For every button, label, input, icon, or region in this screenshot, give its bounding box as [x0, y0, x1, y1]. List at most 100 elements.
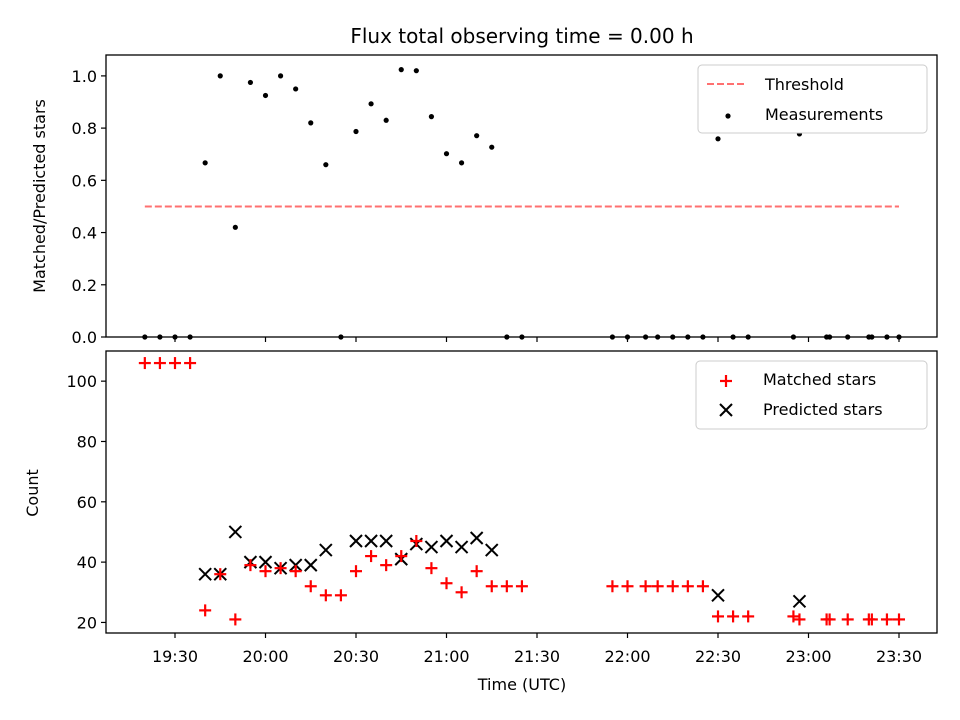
legend-predicted-swatch: [719, 403, 733, 417]
matched-point: [153, 357, 166, 370]
measurement-point: [308, 120, 314, 126]
matched-point: [425, 562, 438, 575]
matched-point: [184, 357, 197, 370]
matched-point: [440, 577, 453, 590]
bottom-x-ticks: 19:30 20:00 20:30 21:00 21:30 22:00 22:30 23:00…: [152, 633, 922, 666]
predicted-point-stroke: [304, 558, 318, 572]
matched-point: [787, 610, 800, 623]
matched-point: [365, 550, 378, 563]
measurement-point: [217, 73, 223, 79]
matched-point: [621, 580, 634, 593]
predicted-point-stroke: [711, 588, 725, 603]
legend-matched-swatch: [720, 375, 732, 387]
predicted-point: [711, 588, 725, 603]
bottom-x-tick-label: 22:00: [604, 647, 650, 666]
top-y-tick-label: 0.8: [72, 119, 97, 138]
predicted-point-stroke: [198, 567, 212, 581]
matched-point: [515, 580, 528, 593]
predicted-point: [469, 531, 484, 545]
matched-point: [485, 580, 498, 593]
legend-matched-label: Matched stars: [763, 370, 876, 389]
predicted-point: [424, 540, 439, 554]
predicted-point: [258, 555, 273, 569]
chart-title: Flux total observing time = 0.00 h: [350, 24, 693, 48]
matched-point: [606, 580, 619, 593]
predicted-point: [349, 534, 363, 548]
bottom-y-axis-label: Count: [23, 469, 42, 517]
measurement-point: [262, 92, 269, 99]
matched-point: [380, 559, 393, 572]
matched-point: [880, 613, 893, 626]
matched-point: [639, 580, 652, 593]
legend-threshold-label: Threshold: [764, 75, 844, 94]
predicted-point-stroke: [469, 531, 484, 545]
x-axis-label: Time (UTC): [477, 675, 566, 694]
predicted-point: [228, 525, 243, 539]
predicted-point-stroke: [424, 540, 439, 554]
bottom-x-tick-label: 20:00: [242, 647, 288, 666]
predicted-point-stroke: [349, 534, 363, 548]
bottom-x-tick-label: 23:00: [785, 647, 831, 666]
matched-point: [244, 559, 257, 572]
top-legend-frame: [697, 64, 928, 134]
measurement-point: [428, 114, 435, 120]
measurement-point: [277, 73, 284, 79]
predicted-point-stroke: [485, 543, 499, 557]
bottom-x-tick-label: 22:30: [695, 647, 741, 666]
top-panel: Flux total observing time = 0.00 h 0.0 0.…: [30, 24, 938, 347]
bottom-marks: [138, 357, 905, 626]
matched-point: [470, 565, 483, 578]
top-y-tick-label: 0.6: [72, 171, 97, 190]
matched-point: [712, 610, 724, 623]
bottom-y-tick-label: 40: [77, 553, 97, 572]
matched-point: [696, 580, 709, 593]
matched-point: [455, 586, 468, 599]
bottom-x-tick-label: 20:30: [333, 647, 379, 666]
matched-point: [395, 550, 408, 563]
top-y-tick-label: 0.4: [72, 224, 97, 243]
bottom-x-tick-label: 19:30: [152, 647, 198, 666]
matched-point: [229, 613, 242, 626]
matched-point: [319, 589, 332, 602]
predicted-point: [319, 543, 333, 557]
bottom-legend: Matched stars Predicted stars: [695, 360, 928, 430]
bottom-x-tick-label: 21:00: [423, 647, 469, 666]
matched-point: [742, 610, 755, 623]
top-y-tick-label: 0.0: [72, 328, 97, 347]
predicted-point: [379, 534, 393, 548]
predicted-point-stroke: [379, 534, 393, 548]
matched-point: [727, 610, 740, 623]
matched-point: [410, 535, 423, 548]
matched-point: [169, 357, 181, 370]
legend-measurements-swatch: [725, 113, 731, 119]
bottom-panel: 20 40 60 80 100 19:30 20:00 20:30 21:00 21:30 22:…: [23, 350, 938, 694]
measurement-point: [293, 86, 299, 92]
predicted-point: [439, 534, 454, 548]
bottom-legend-frame: [695, 360, 928, 430]
legend-measurements-label: Measurements: [765, 105, 883, 124]
matched-point: [259, 565, 272, 578]
bottom-y-tick-label: 20: [77, 613, 97, 632]
top-marks: [142, 67, 902, 340]
predicted-point-stroke: [258, 555, 273, 569]
matched-point: [865, 613, 878, 626]
measurement-point: [474, 133, 480, 139]
predicted-point: [304, 558, 318, 572]
top-y-tick-label: 1.0: [72, 67, 97, 86]
matched-point: [214, 568, 227, 581]
measurement-point: [398, 67, 404, 73]
predicted-point: [485, 543, 499, 557]
top-y-axis-label: Matched/Predicted stars: [30, 99, 49, 293]
measurement-point: [323, 162, 329, 168]
matched-point: [823, 613, 836, 626]
matched-point: [334, 589, 347, 602]
matched-point: [199, 604, 212, 617]
predicted-point-stroke: [228, 525, 243, 539]
measurement-point: [232, 224, 238, 230]
matched-point: [304, 580, 317, 593]
measurement-point: [353, 128, 359, 135]
bottom-axes-frame: [105, 350, 938, 634]
predicted-point-stroke: [792, 594, 807, 609]
matched-point: [138, 357, 151, 370]
